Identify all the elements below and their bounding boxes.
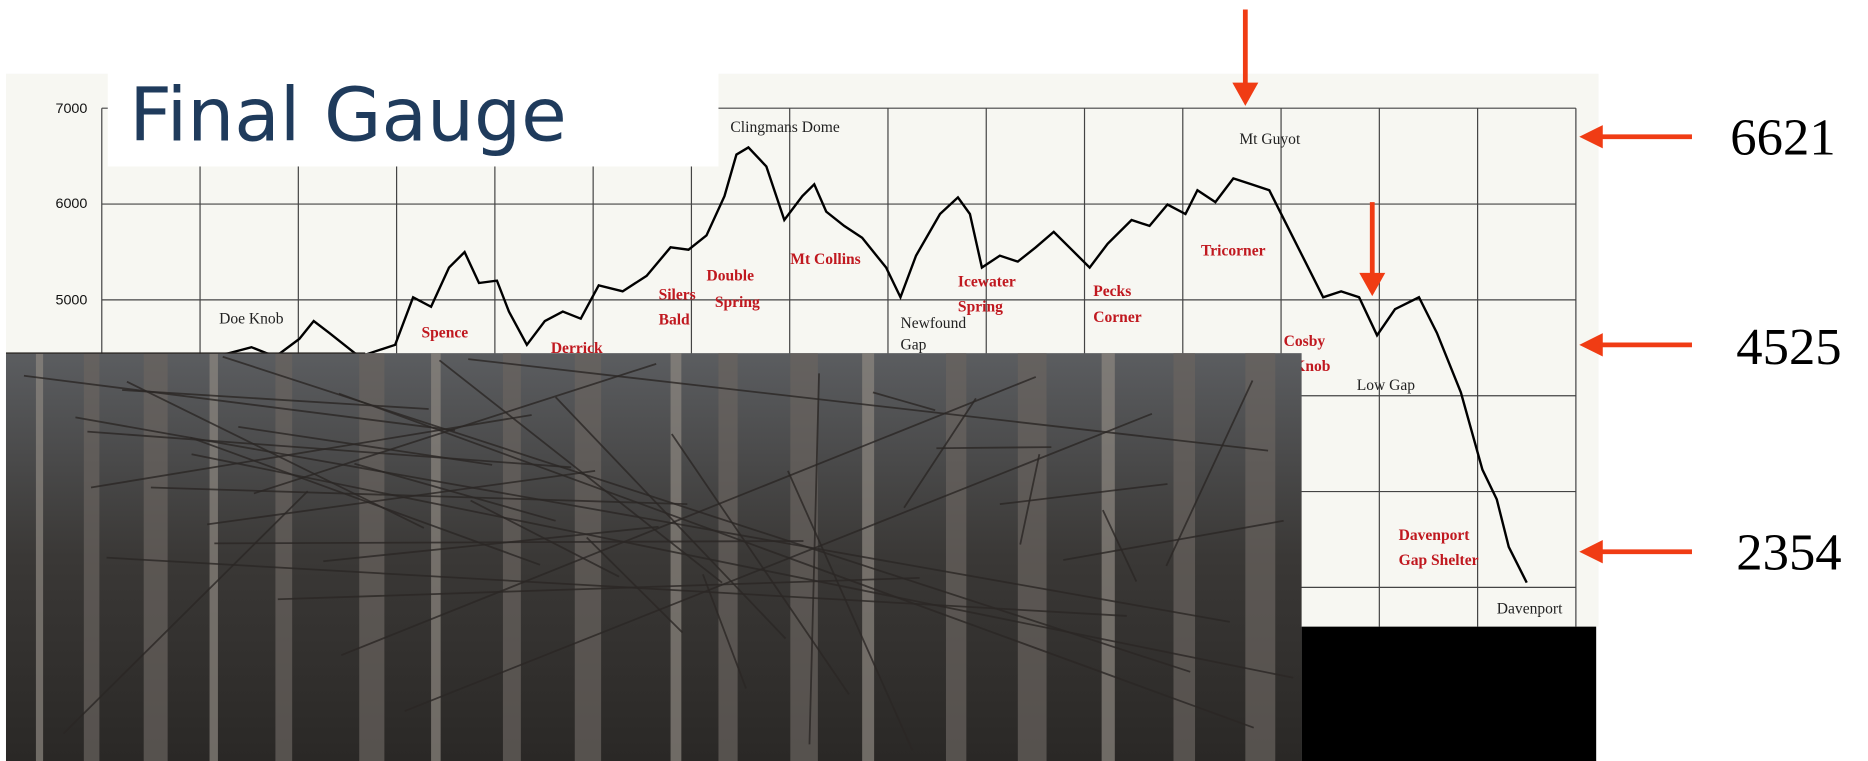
shelter-label: Derrick	[551, 340, 603, 357]
place-label: Clingmans Dome	[730, 119, 839, 136]
branch	[323, 525, 659, 563]
tree-trunk	[35, 353, 44, 761]
branch	[1019, 454, 1041, 545]
shelter-label: Double	[706, 268, 754, 285]
branch	[936, 446, 1052, 450]
branch	[808, 373, 820, 745]
branch	[62, 490, 309, 735]
shelter-label: Silers	[659, 287, 696, 304]
branch	[586, 536, 684, 634]
tree-trunk	[275, 353, 293, 761]
shelter-label: Bald	[659, 312, 691, 329]
elevation-label: 2354	[1736, 524, 1841, 582]
shelter-label: Spring	[715, 294, 760, 311]
shelter-label: Icewater	[958, 274, 1016, 291]
place-label: Davenport	[1497, 601, 1563, 618]
place-label: Newfound	[900, 315, 966, 332]
tree-trunk	[945, 353, 967, 761]
branch	[191, 453, 1294, 679]
branch	[190, 436, 541, 566]
tree-trunk	[143, 353, 168, 761]
branch	[468, 358, 1269, 452]
forest-photo	[5, 352, 1302, 761]
slide-title: Final Gauge	[129, 73, 567, 159]
shelter-label: Spence	[421, 325, 468, 342]
shelter-label: Pecks	[1093, 283, 1131, 300]
shelter-label: Tricorner	[1201, 243, 1266, 260]
branch	[872, 391, 936, 412]
shelter-label: Davenport	[1399, 527, 1471, 544]
branch	[1063, 519, 1284, 561]
tree-trunk	[790, 353, 818, 761]
shelter-label: Spring	[958, 299, 1003, 316]
branch	[671, 433, 850, 695]
branch	[1102, 509, 1138, 582]
place-label: Mt Guyot	[1239, 131, 1301, 148]
arrows	[1232, 9, 1692, 564]
branch	[338, 392, 1255, 729]
tree-trunk	[1173, 353, 1196, 761]
tree-trunk	[670, 353, 682, 761]
title-box	[107, 65, 719, 167]
branch	[438, 359, 723, 584]
place-label: Doe Knob	[219, 310, 284, 327]
branch	[106, 556, 1127, 617]
branch	[253, 363, 657, 495]
elevation-label: 4525	[1736, 318, 1841, 376]
branch	[702, 574, 747, 689]
y-label: 7000	[55, 101, 87, 117]
branch	[903, 397, 977, 509]
branch	[340, 376, 1037, 657]
branch	[554, 396, 787, 640]
elevation-label: 6621	[1730, 109, 1835, 167]
shelter-label: Gap Shelter	[1399, 552, 1479, 569]
branch	[1165, 380, 1254, 567]
black-box	[1301, 626, 1597, 761]
branch	[999, 483, 1168, 506]
tree-trunk	[83, 353, 100, 761]
tree-trunk	[431, 353, 441, 761]
tree-trunk	[718, 353, 738, 761]
y-label: 5000	[55, 292, 87, 308]
branch	[87, 430, 572, 469]
place-label: Low Gap	[1357, 377, 1416, 394]
shelter-label: Cosby	[1284, 333, 1326, 350]
branch	[23, 374, 456, 432]
branch	[122, 389, 429, 410]
shelter-label: Mt Collins	[790, 251, 860, 268]
branch	[404, 412, 1153, 712]
shelter-label: Corner	[1093, 309, 1141, 326]
profile-line	[101, 145, 1528, 584]
tree-trunk	[1017, 353, 1047, 761]
y-label: 6000	[55, 196, 87, 212]
branch	[277, 576, 920, 601]
shelter-label: Knob	[1293, 358, 1330, 375]
tree-trunk	[1245, 353, 1276, 761]
tree-trunk	[1101, 353, 1115, 761]
place-label: Gap	[900, 337, 926, 354]
tree-trunk	[209, 353, 218, 761]
branch	[126, 380, 425, 529]
branch	[787, 470, 914, 751]
